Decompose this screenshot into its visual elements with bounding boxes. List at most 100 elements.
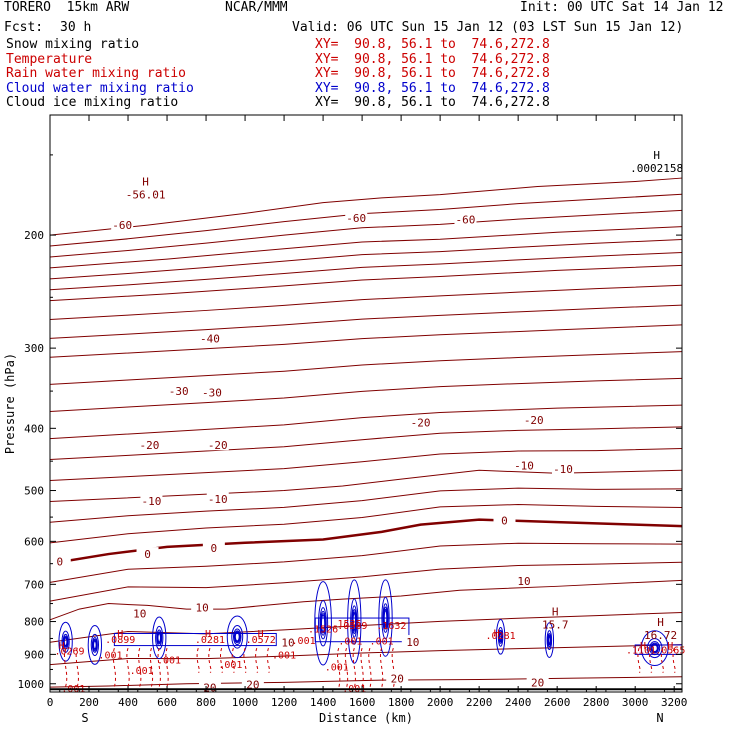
temp-label: -40 <box>200 333 220 346</box>
rain-streak <box>637 647 641 673</box>
x-tick-label: 3000 <box>622 696 649 709</box>
cloud-water-contour <box>234 632 240 642</box>
cloud-water-band <box>314 617 410 643</box>
y-tick-label: 300 <box>24 342 44 355</box>
cloud-water-contour <box>650 642 660 654</box>
rain-streak <box>138 647 142 687</box>
isotherm-m20 <box>49 404 683 440</box>
temp-label: -20 <box>411 417 431 430</box>
cloud-water-contour <box>90 633 100 657</box>
x-tick-label: 200 <box>79 696 99 709</box>
temp-label-bg <box>202 541 225 554</box>
rain-label: .001 <box>370 636 394 647</box>
cloud-water-contour <box>495 618 506 655</box>
isotherm-minor <box>49 251 683 291</box>
cloud-water-contour <box>319 607 327 640</box>
field-snow-name: Snow mixing ratio <box>6 37 140 52</box>
temp-label: 0 <box>501 515 508 528</box>
temp-label-bg <box>48 554 71 567</box>
isotherm-minor <box>49 209 683 258</box>
cloud-water-contour <box>640 630 669 666</box>
rain-streak <box>672 647 676 673</box>
isotherm-minor <box>49 239 683 280</box>
temp-label: -30 <box>202 387 222 400</box>
isotherm-minor <box>49 561 683 602</box>
cloud-water-contour <box>152 616 167 660</box>
cloud-water-contour <box>157 633 162 643</box>
rain-streak <box>243 647 247 673</box>
rain-streak <box>231 647 235 673</box>
header-init: Init: 00 UTC Sat 14 Jan 12 <box>520 0 724 15</box>
temp-label-bg <box>128 606 151 619</box>
temp-label: 10 <box>281 636 294 649</box>
field-temperature-xy: XY= 90.8, 56.1 to 74.6,272.8 <box>315 52 550 67</box>
temp-label-bg <box>513 574 535 587</box>
isotherm-m30 <box>49 324 683 358</box>
isotherm-minor <box>49 487 683 523</box>
temp-label: -20 <box>208 439 228 452</box>
y-tick-label: 1000 <box>18 678 45 691</box>
rain-label: .1101 <box>626 646 656 657</box>
rain-streak <box>649 647 653 673</box>
temp-label: -10 <box>514 459 534 472</box>
isotherm-minor <box>49 504 683 544</box>
rain-streak <box>360 647 364 689</box>
rain-streak <box>149 647 154 687</box>
max-marker-value: 16.72 <box>644 629 677 642</box>
rain-label: H <box>640 641 646 652</box>
rain-streak <box>368 647 372 689</box>
isotherm-minor <box>49 611 683 643</box>
temp-label-bg <box>276 635 299 648</box>
isotherm-minor <box>49 304 683 339</box>
field-rain-name: Rain water mixing ratio <box>6 66 187 81</box>
header-fcst-label: Fcst: <box>4 20 44 35</box>
max-marker-label: H <box>653 149 660 162</box>
temp-label: -20 <box>524 414 544 427</box>
isotherm-minor <box>49 284 683 321</box>
cloud-water-contour <box>231 624 244 649</box>
rain-label: H <box>205 629 211 640</box>
temp-label-bg <box>552 462 575 475</box>
rain-label: .001 <box>272 650 296 661</box>
rain-label: .0899 <box>105 635 135 646</box>
cloud-water-contour <box>233 630 241 644</box>
temp-label: 0 <box>144 548 151 561</box>
x-tick-label: 2800 <box>583 696 610 709</box>
rain-streak <box>255 647 259 673</box>
rain-label: .1632 <box>376 621 406 632</box>
temp-label-bg <box>136 547 159 560</box>
field-snow-xy: XY= 90.8, 56.1 to 74.6,272.8 <box>315 37 550 52</box>
rain-streak <box>165 647 169 687</box>
rain-streak <box>344 647 349 689</box>
x-tick-label: 0 <box>47 696 54 709</box>
temp-label-bg <box>386 671 409 684</box>
max-marker-value: .0002158 <box>630 162 683 175</box>
temp-label-bg <box>111 218 134 231</box>
rain-label: .001 <box>325 663 349 674</box>
temp-label-bg <box>206 491 229 504</box>
temp-label-bg <box>138 438 161 451</box>
cloud-water-contour <box>352 612 357 631</box>
rain-label: .001 <box>157 656 181 667</box>
rain-streak <box>196 647 200 673</box>
cloud-water-contour <box>320 614 326 632</box>
isotherm-10 <box>49 579 683 621</box>
header-center: NCAR/MMM <box>225 0 288 15</box>
isotherm-m40 <box>49 264 683 302</box>
max-marker-value: 15.7 <box>542 619 569 632</box>
rain-label: H <box>59 641 65 652</box>
header-valid: Valid: 06 UTC Sun 15 Jan 12 (03 LST Sun … <box>292 20 684 35</box>
max-marker-value: -56.01 <box>126 188 166 201</box>
y-tick-label: 700 <box>24 578 44 591</box>
rain-streak <box>220 647 224 673</box>
max-marker-label: H <box>657 616 664 629</box>
x-tick-label: 600 <box>157 696 177 709</box>
temp-label-bg <box>401 635 424 648</box>
temp-label: 10 <box>133 607 146 620</box>
x-tick-label: 2200 <box>466 696 493 709</box>
x-tick-label: 1200 <box>271 696 298 709</box>
rain-streak <box>379 647 384 689</box>
y-tick-label: 900 <box>24 648 44 661</box>
rain-label: .001 <box>130 666 154 677</box>
